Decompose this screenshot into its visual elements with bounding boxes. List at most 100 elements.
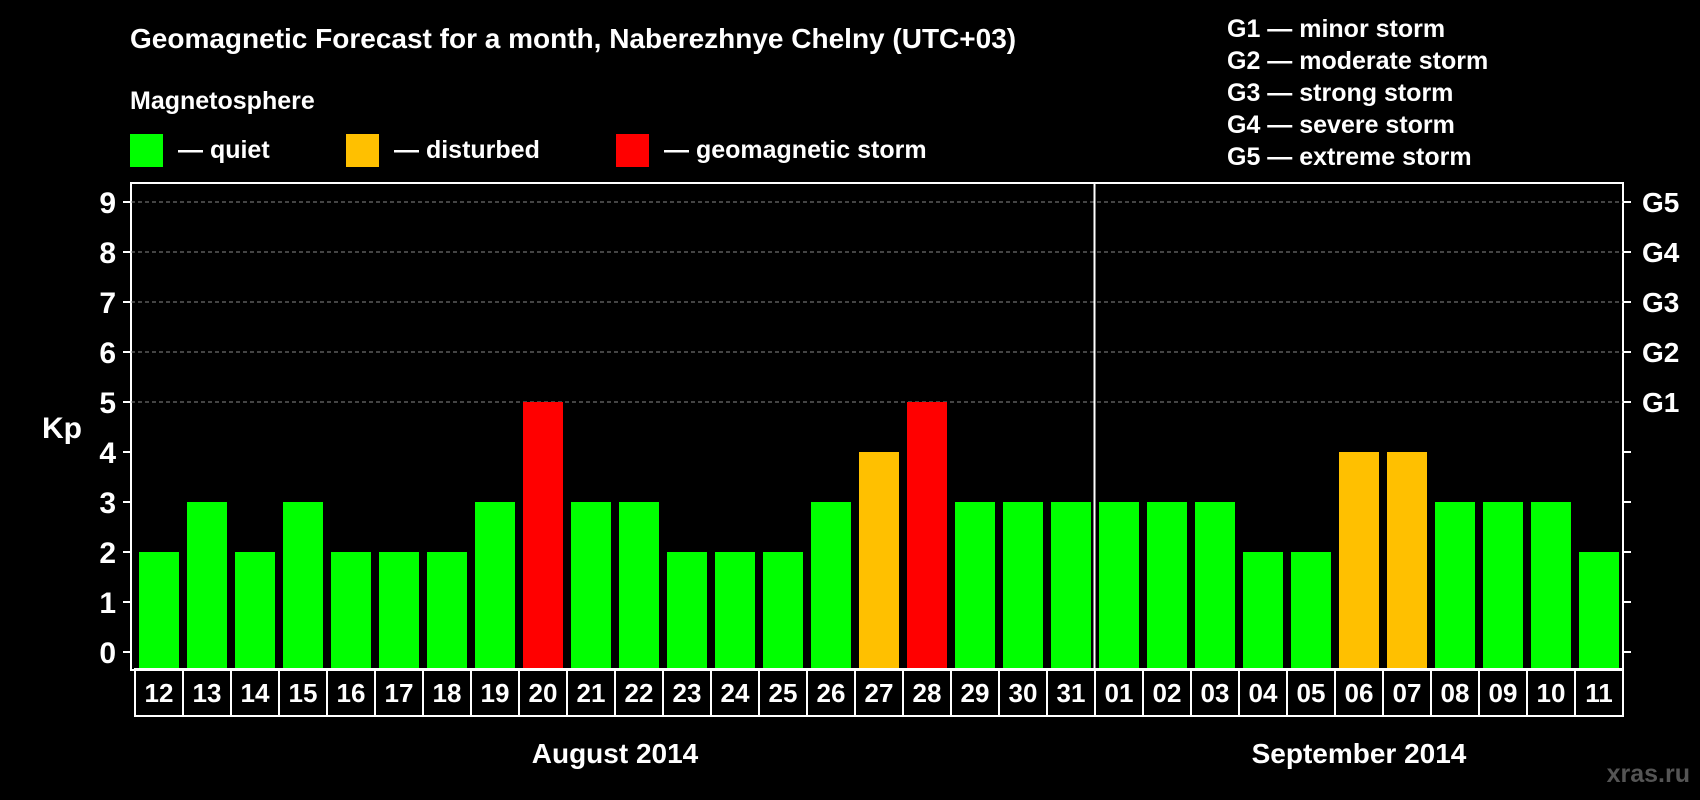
day-label-06: 06 — [1345, 678, 1374, 708]
day-label-07: 07 — [1393, 678, 1422, 708]
legend-heading: Magnetosphere — [130, 87, 315, 115]
day-label-11: 11 — [1585, 678, 1613, 708]
day-axis: 12 13 14 15 16 17 18 19 20 21 22 23 24 25 26 27 28 29 30 31… — [134, 668, 1624, 717]
day-label-13: 13 — [193, 678, 222, 708]
y-tick-label-4: 4 — [99, 437, 116, 470]
day-label-02: 02 — [1153, 678, 1182, 708]
bar-27 — [859, 452, 899, 668]
g-legend-line-1: G1 — minor storm — [1227, 15, 1445, 43]
bar-15 — [283, 502, 323, 668]
bar-02 — [1147, 502, 1187, 668]
legend-swatch-0 — [130, 134, 163, 167]
y-tick-label-0: 0 — [99, 637, 116, 670]
y-tick-label-1: 1 — [99, 587, 116, 620]
watermark: xras.ru — [1607, 760, 1690, 788]
bar-26 — [811, 502, 851, 668]
day-label-23: 23 — [673, 678, 702, 708]
bar-17 — [379, 552, 419, 668]
bar-16 — [331, 552, 371, 668]
day-label-17: 17 — [385, 678, 414, 708]
day-label-09: 09 — [1489, 678, 1518, 708]
day-label-14: 14 — [241, 678, 270, 708]
legend-label-0: — quiet — [178, 136, 270, 164]
day-label-12: 12 — [145, 678, 174, 708]
bar-21 — [571, 502, 611, 668]
bar-09 — [1483, 502, 1523, 668]
day-label-03: 03 — [1201, 678, 1230, 708]
bar-28 — [907, 402, 947, 668]
day-label-26: 26 — [817, 678, 846, 708]
bar-11 — [1579, 552, 1619, 668]
day-label-18: 18 — [433, 678, 462, 708]
right-label-G2: G2 — [1642, 337, 1679, 368]
right-label-G5: G5 — [1642, 187, 1679, 218]
color-legend: — quiet — disturbed — geomagnetic storm — [130, 134, 927, 167]
right-label-G4: G4 — [1642, 237, 1680, 268]
bar-19 — [475, 502, 515, 668]
month-label-1: September 2014 — [1252, 738, 1467, 769]
day-label-21: 21 — [577, 678, 606, 708]
bar-29 — [955, 502, 995, 668]
day-label-25: 25 — [769, 678, 798, 708]
right-label-G3: G3 — [1642, 287, 1679, 318]
day-label-19: 19 — [481, 678, 510, 708]
bar-08 — [1435, 502, 1475, 668]
day-label-16: 16 — [337, 678, 366, 708]
legend-label-1: — disturbed — [394, 136, 540, 164]
y-tick-label-3: 3 — [99, 487, 116, 520]
y-tick-label-9: 9 — [99, 187, 116, 220]
day-label-01: 01 — [1105, 678, 1134, 708]
bar-14 — [235, 552, 275, 668]
day-label-30: 30 — [1009, 678, 1038, 708]
y-tick-label-8: 8 — [99, 237, 116, 270]
right-label-G1: G1 — [1642, 387, 1679, 418]
bar-23 — [667, 552, 707, 668]
y-axis-label: Kp — [42, 412, 82, 445]
month-label-0: August 2014 — [532, 738, 699, 769]
bar-18 — [427, 552, 467, 668]
bar-10 — [1531, 502, 1571, 668]
chart-title: Geomagnetic Forecast for a month, Nabere… — [130, 23, 1016, 54]
g-legend-line-5: G5 — extreme storm — [1227, 143, 1472, 171]
day-label-22: 22 — [625, 678, 654, 708]
bar-03 — [1195, 502, 1235, 668]
month-labels: August 2014 September 2014 — [532, 738, 1467, 769]
day-label-04: 04 — [1249, 678, 1278, 708]
day-label-08: 08 — [1441, 678, 1470, 708]
bar-04 — [1243, 552, 1283, 668]
y-tick-label-5: 5 — [99, 387, 116, 420]
bar-20 — [523, 402, 563, 668]
legend-swatch-1 — [346, 134, 379, 167]
bar-13 — [187, 502, 227, 668]
bar-24 — [715, 552, 755, 668]
bar-01 — [1099, 502, 1139, 668]
day-label-15: 15 — [289, 678, 318, 708]
day-label-29: 29 — [961, 678, 990, 708]
bar-06 — [1339, 452, 1379, 668]
day-axis-frame — [134, 668, 1624, 717]
g-scale-legend: G1 — minor storm G2 — moderate storm G3 — … — [1227, 15, 1488, 171]
bar-25 — [763, 552, 803, 668]
day-label-31: 31 — [1057, 678, 1086, 708]
bar-07 — [1387, 452, 1427, 668]
day-label-28: 28 — [913, 678, 942, 708]
bar-12 — [139, 552, 179, 668]
day-label-05: 05 — [1297, 678, 1326, 708]
g-scale-axis: G1 G2 G3 G4 G5 — [1623, 187, 1680, 653]
y-tick-label-7: 7 — [99, 287, 116, 320]
y-axis: 0 1 2 3 4 5 6 7 8 9 — [99, 187, 131, 670]
y-tick-label-6: 6 — [99, 337, 116, 370]
y-tick-label-2: 2 — [99, 537, 116, 570]
day-label-10: 10 — [1537, 678, 1566, 708]
g-legend-line-3: G3 — strong storm — [1227, 79, 1453, 107]
bar-31 — [1051, 502, 1091, 668]
g-legend-line-4: G4 — severe storm — [1227, 111, 1455, 139]
legend-label-2: — geomagnetic storm — [664, 136, 927, 164]
day-label-20: 20 — [529, 678, 558, 708]
bar-22 — [619, 502, 659, 668]
g-legend-line-2: G2 — moderate storm — [1227, 47, 1488, 75]
legend-swatch-2 — [616, 134, 649, 167]
grid-lines — [131, 201, 1623, 403]
day-label-27: 27 — [865, 678, 894, 708]
